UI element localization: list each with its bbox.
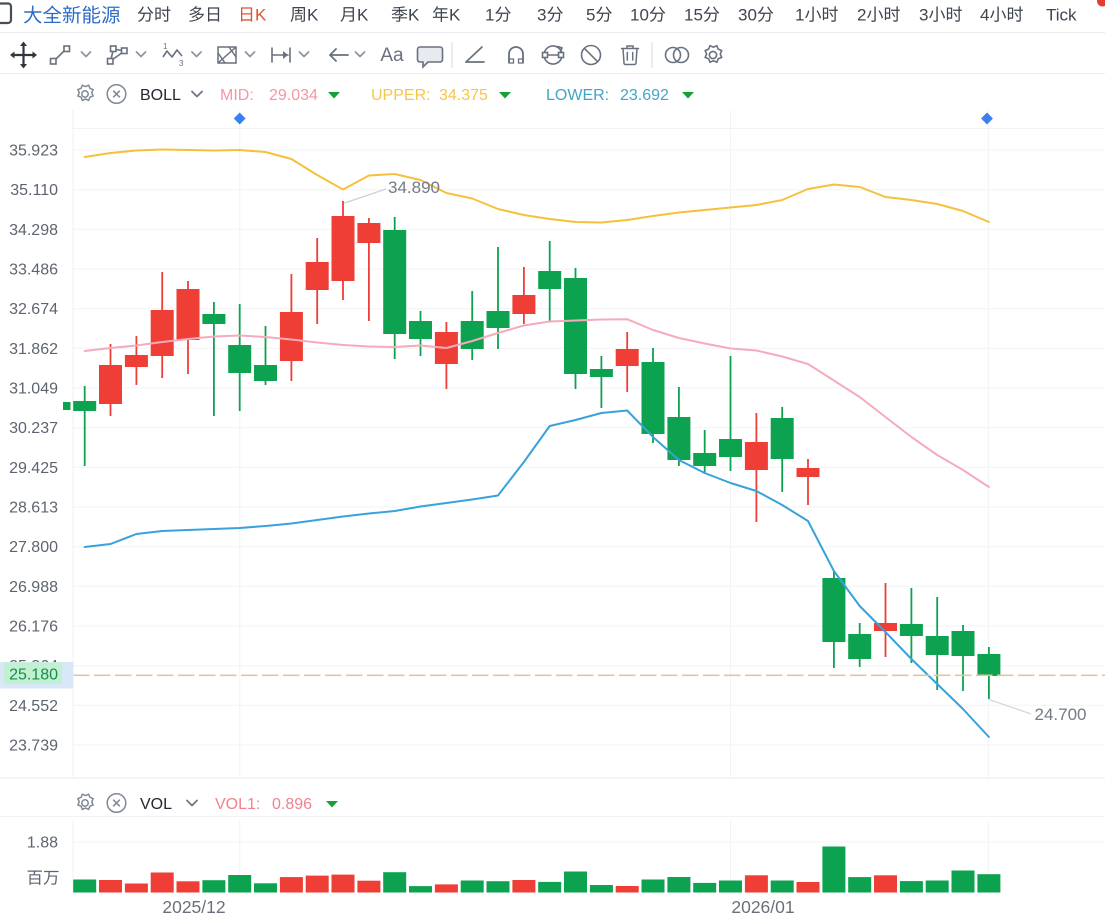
svg-text:2: 2 <box>857 6 866 25</box>
svg-text:2025/12: 2025/12 <box>162 897 225 916</box>
svg-text:34.890: 34.890 <box>388 178 440 197</box>
svg-text:26.176: 26.176 <box>9 619 58 636</box>
svg-text:24.700: 24.700 <box>1035 705 1087 724</box>
svg-text:2026/01: 2026/01 <box>731 897 794 916</box>
svg-text:28.613: 28.613 <box>9 500 58 517</box>
svg-text:UPPER:: UPPER: <box>371 87 431 104</box>
svg-text:23.739: 23.739 <box>9 738 58 755</box>
svg-text:3: 3 <box>537 6 546 25</box>
svg-text:LOWER:: LOWER: <box>546 87 609 104</box>
svg-text:1.88: 1.88 <box>27 835 58 852</box>
svg-text:3: 3 <box>919 6 928 25</box>
svg-text:26.988: 26.988 <box>9 579 58 596</box>
svg-text:1: 1 <box>163 42 168 51</box>
svg-text:VOL: VOL <box>140 796 172 813</box>
svg-text:5: 5 <box>586 6 595 25</box>
svg-text:35.110: 35.110 <box>10 182 58 199</box>
svg-text:23.692: 23.692 <box>620 87 669 104</box>
svg-text:30.237: 30.237 <box>9 420 58 437</box>
svg-text:K: K <box>357 6 369 25</box>
svg-text:31.862: 31.862 <box>9 341 58 358</box>
svg-text:MID:: MID: <box>220 87 254 104</box>
svg-text:1: 1 <box>485 6 494 25</box>
svg-text:35.923: 35.923 <box>9 143 58 160</box>
svg-text:33.486: 33.486 <box>9 262 58 279</box>
svg-text:Aa: Aa <box>380 45 404 66</box>
svg-text:K: K <box>408 6 420 25</box>
svg-text:VOL1:: VOL1: <box>215 796 260 813</box>
svg-text:3: 3 <box>179 59 184 68</box>
svg-text:K: K <box>449 6 461 25</box>
svg-text:31.049: 31.049 <box>9 381 58 398</box>
svg-text:34.375: 34.375 <box>439 87 488 104</box>
svg-text:BOLL: BOLL <box>140 87 181 104</box>
svg-text:10: 10 <box>630 6 649 25</box>
svg-text:K: K <box>307 6 319 25</box>
svg-text:32.674: 32.674 <box>9 301 58 318</box>
svg-text:24.552: 24.552 <box>9 698 58 715</box>
svg-text:29.034: 29.034 <box>269 87 318 104</box>
svg-text:K: K <box>255 6 267 25</box>
svg-text:1: 1 <box>795 6 804 25</box>
svg-text:15: 15 <box>684 6 703 25</box>
svg-text:25.180: 25.180 <box>9 667 58 684</box>
svg-text:30: 30 <box>738 6 757 25</box>
svg-text:Tick: Tick <box>1046 6 1077 25</box>
svg-text:34.298: 34.298 <box>9 222 58 239</box>
svg-text:27.800: 27.800 <box>9 539 58 556</box>
svg-text:4: 4 <box>980 6 989 25</box>
svg-text:29.425: 29.425 <box>9 460 58 477</box>
svg-text:0.896: 0.896 <box>272 796 312 813</box>
